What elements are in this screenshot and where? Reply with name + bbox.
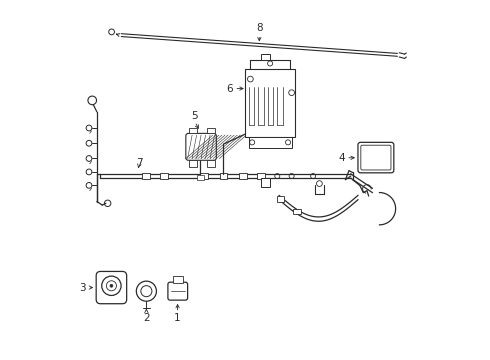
Bar bbox=[257, 173, 265, 179]
Circle shape bbox=[110, 284, 113, 287]
Text: 7: 7 bbox=[136, 158, 143, 168]
Bar bbox=[261, 54, 270, 60]
FancyBboxPatch shape bbox=[186, 134, 216, 160]
Bar bbox=[160, 173, 168, 179]
Bar bbox=[245, 69, 295, 137]
Bar bbox=[277, 196, 285, 202]
Text: 5: 5 bbox=[192, 111, 198, 121]
Bar bbox=[207, 160, 215, 167]
FancyBboxPatch shape bbox=[358, 142, 394, 173]
Bar bbox=[190, 160, 196, 167]
Text: 2: 2 bbox=[143, 314, 149, 323]
Bar bbox=[248, 137, 292, 148]
Bar bbox=[220, 173, 227, 179]
Bar bbox=[173, 276, 183, 283]
Text: 4: 4 bbox=[338, 153, 344, 163]
Bar bbox=[239, 173, 247, 179]
Text: 6: 6 bbox=[226, 84, 232, 94]
Bar bbox=[207, 128, 215, 134]
Bar bbox=[196, 175, 204, 180]
FancyBboxPatch shape bbox=[361, 145, 391, 170]
Text: 3: 3 bbox=[79, 283, 86, 293]
Bar bbox=[200, 173, 208, 179]
FancyBboxPatch shape bbox=[96, 271, 126, 304]
Text: 8: 8 bbox=[256, 23, 263, 33]
FancyBboxPatch shape bbox=[168, 282, 188, 300]
Text: 1: 1 bbox=[174, 314, 181, 323]
Bar bbox=[190, 128, 196, 134]
Bar bbox=[294, 208, 300, 214]
Bar bbox=[143, 173, 150, 179]
Bar bbox=[261, 178, 270, 187]
